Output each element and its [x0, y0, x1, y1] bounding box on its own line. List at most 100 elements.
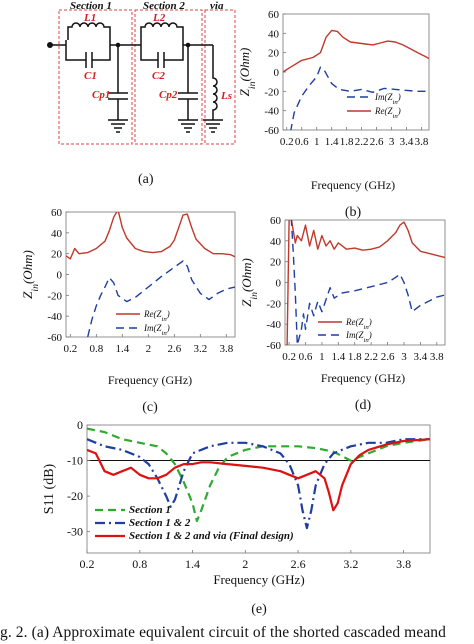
inductor-ls [212, 45, 218, 120]
x-tick-label-b: 3 [389, 136, 395, 148]
x-tick-label-d: 1.8 [348, 351, 362, 363]
legend-label-d-Re: Re(Zin) [345, 317, 372, 331]
legend-label-e-full: Section 1 & 2 and via (Final design) [129, 530, 294, 542]
plot-frame-e [86, 424, 431, 554]
panel-label-e: (e) [251, 602, 267, 617]
chart-panel-e: 0 -10 -20 -30 0.2 0.8 1.4 2 2.6 3.2 3.8 Frequency (… [42, 418, 431, 617]
x-tick-label-d: 1.4 [331, 351, 345, 363]
x-tick-label-d: 3 [401, 351, 407, 363]
x-tick-label-b: 1 [314, 136, 320, 148]
y-tick-label-b: -60 [264, 125, 279, 137]
x-tick-label-b: 0.2 [280, 136, 294, 148]
panel-label-a: (a) [138, 172, 154, 187]
x-tick-label-c: 1.4 [115, 343, 129, 355]
y-tick-label-c: 60 [51, 207, 63, 219]
x-tick-label-b: 2.2 [355, 136, 369, 148]
y-tick-label-c: -40 [47, 311, 62, 323]
x-tick-label-d: 2.2 [364, 351, 378, 363]
legend-label-e-s1: Section 1 [129, 504, 171, 516]
y-tick-label-c: -60 [47, 332, 62, 344]
series-line-e-s1 [87, 427, 430, 523]
label-c1: C1 [84, 70, 97, 82]
legend-label-b-Im: Im(Zin) [374, 92, 401, 106]
x-tick-label-d: 3.4 [414, 351, 428, 363]
x-tick-label-d: 1 [319, 351, 325, 363]
y-tick-label-d: 40 [270, 236, 282, 248]
label-l1: L1 [83, 12, 96, 24]
x-tick-label-c: 0.8 [89, 343, 103, 355]
x-axis-label-b: Frequency (GHz) [311, 178, 395, 192]
plot-frame-b [282, 13, 430, 131]
y-tick-label-b: 20 [268, 48, 280, 60]
y-tick-label-b: 60 [268, 9, 280, 21]
section-2-label: Section 2 [143, 0, 185, 12]
y-tick-label-d: 60 [270, 215, 282, 227]
y-axis-label-e: S11 (dB) [42, 463, 57, 514]
capacitor-cp1 [108, 45, 128, 120]
capacitor-c1 [65, 40, 118, 68]
panel-label-b: (b) [345, 205, 362, 220]
y-tick-label-c: 20 [51, 249, 63, 261]
capacitor-c2 [140, 40, 188, 68]
ground-2-icon [178, 119, 198, 133]
series-line-e-full [87, 438, 430, 512]
chart-panel-c: -60 -40 -20 0 20 40 60 0.2 0.8 1.4 2 2.6 3.2 3.8 Frequ… [20, 207, 236, 415]
section-1-box [58, 9, 133, 145]
figure-caption: g. 2. (a) Approximate equivalent circuit… [0, 624, 447, 641]
legend-label-e-s12: Section 1 & 2 [129, 517, 191, 529]
x-tick-label-e: 2 [242, 557, 248, 571]
x-tick-label-e: 1.4 [185, 557, 200, 571]
capacitor-cp2 [178, 45, 198, 120]
x-tick-label-c: 0.2 [63, 343, 77, 355]
y-tick-label-b: 40 [268, 28, 280, 40]
section-1-label: Section 1 [70, 0, 112, 12]
x-tick-label-c: 3.2 [193, 343, 207, 355]
x-tick-label-e: 3.8 [396, 557, 411, 571]
x-axis-label-c: Frequency (GHz) [108, 373, 192, 387]
x-tick-label-b: 2.6 [370, 136, 384, 148]
y-axis-label-d: Zin(Ohm) [239, 258, 260, 307]
legend-label-c-Im: Im(Zin) [143, 323, 170, 337]
series-line-d-Im [290, 220, 445, 345]
y-tick-label-b: -40 [264, 106, 279, 118]
x-tick-label-d: 0.6 [299, 351, 313, 363]
section-2-box [134, 9, 203, 145]
y-tick-label-c: 40 [51, 228, 63, 240]
y-axis-label-c: Zin(Ohm) [20, 250, 41, 299]
y-tick-label-d: -20 [266, 298, 281, 310]
inductor-l2 [140, 22, 184, 40]
y-tick-label-e: -10 [67, 454, 83, 468]
x-tick-label-d: 2.6 [381, 351, 395, 363]
x-axis-label-e: Frequency (GHz) [213, 572, 304, 587]
y-tick-label-e: 0 [77, 418, 83, 432]
y-tick-label-b: 0 [274, 67, 280, 79]
y-tick-label-d: 20 [270, 257, 282, 269]
x-tick-label-d: 3.8 [430, 351, 444, 363]
legend-label-d-Im: Im(Zin) [345, 330, 372, 344]
x-tick-label-b: 3.8 [415, 136, 429, 148]
x-tick-label-d: 0.2 [282, 351, 296, 363]
series-line-d-Re [286, 220, 445, 345]
legend-label-b-Re: Re(Zin) [374, 106, 401, 120]
x-tick-label-c: 2.6 [167, 343, 181, 355]
x-tick-label-e: 2.6 [291, 557, 306, 571]
y-tick-label-e: -30 [67, 525, 83, 539]
label-cp1: Cp1 [92, 89, 110, 101]
label-ls: Ls [220, 90, 232, 102]
x-tick-label-b: 0.6 [295, 136, 309, 148]
series-line-c-Re [66, 212, 235, 260]
x-tick-label-b: 3.4 [400, 136, 414, 148]
x-tick-label-c: 3.8 [219, 343, 233, 355]
y-tick-label-d: 0 [276, 278, 282, 290]
y-tick-label-c: 0 [57, 270, 63, 282]
x-tick-label-b: 1.4 [325, 136, 339, 148]
equivalent-circuit: Section 1 Section 2 via L1 C1 Cp1 L2 C2 … [47, 0, 236, 187]
series-line-b-Im [290, 66, 429, 130]
chart-panel-b: -60 -40 -20 0 20 40 60 0.2 0.6 1 1.4 1.8 2.2 2.6 3 3.4 3… [237, 9, 430, 220]
label-l2: L2 [152, 12, 166, 24]
x-axis-label-d: Frequency (GHz) [321, 371, 405, 385]
legend-label-c-Re: Re(Zin) [143, 309, 170, 323]
y-tick-label-b: -20 [264, 86, 279, 98]
series-line-b-Re [283, 29, 429, 73]
